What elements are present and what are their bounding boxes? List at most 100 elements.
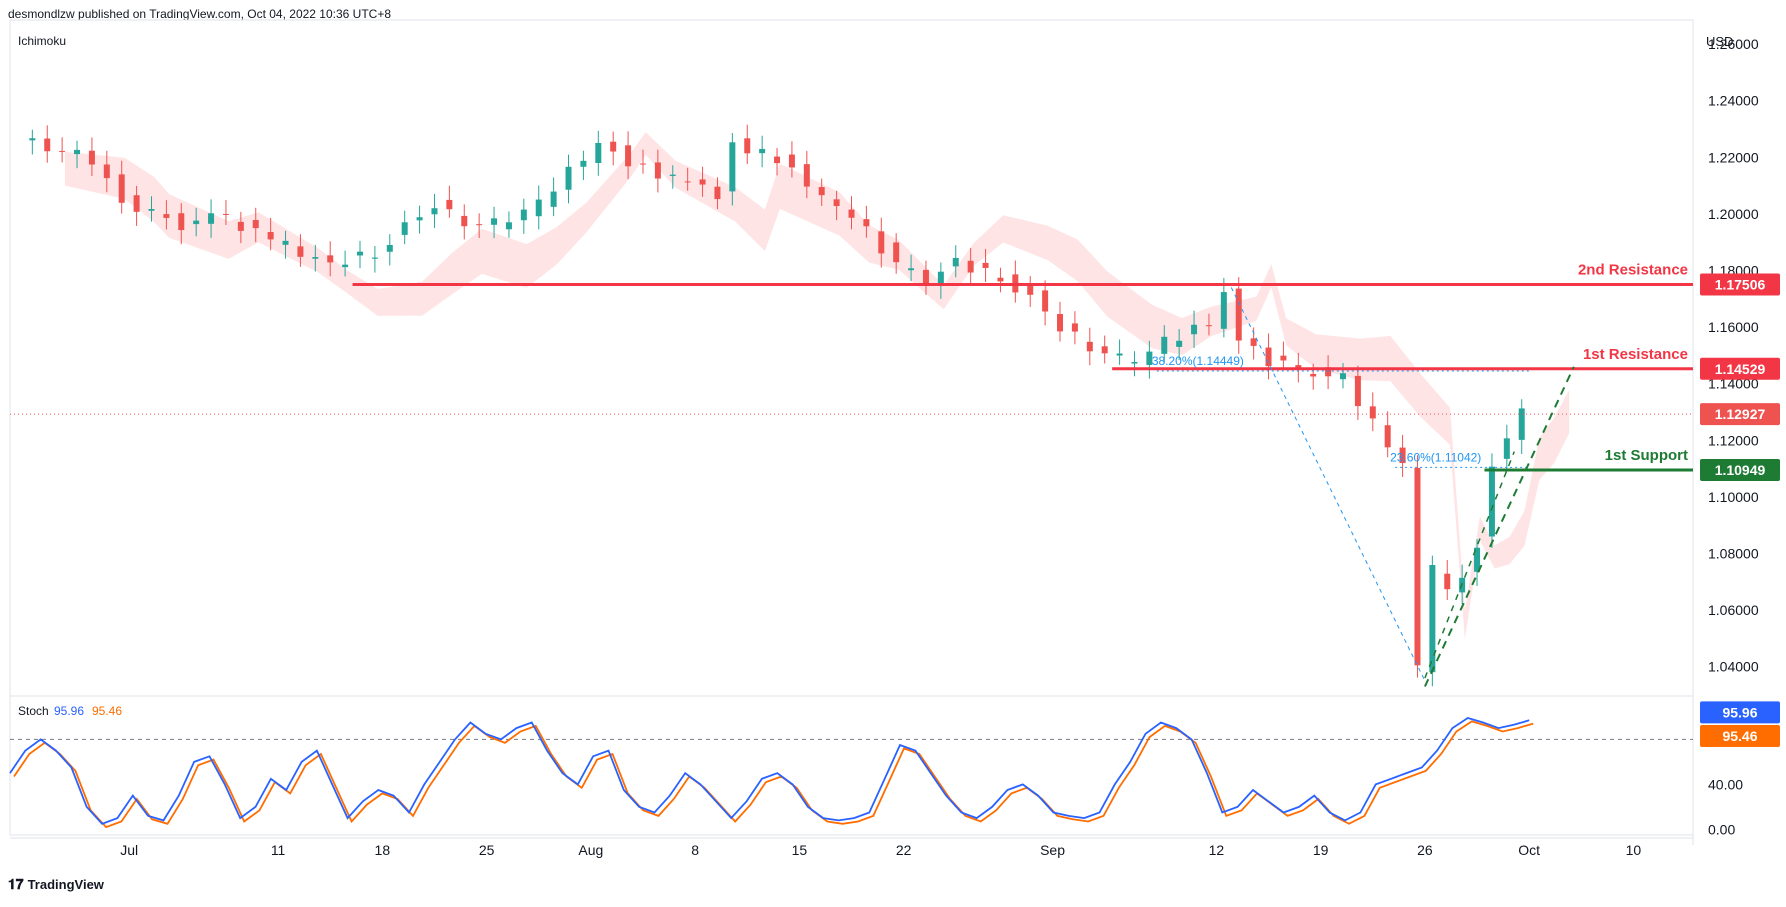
x-tick-label: 26: [1417, 842, 1433, 858]
stoch-y-tick: 0.00: [1708, 821, 1735, 837]
candle-body: [1027, 285, 1034, 295]
candle-body: [610, 141, 617, 152]
x-tick-label: Oct: [1518, 842, 1540, 858]
candle-body: [357, 251, 364, 256]
candle-body: [833, 199, 840, 207]
x-tick-label: 8: [691, 842, 699, 858]
candle-body: [1414, 467, 1421, 666]
stoch-d-tag: [1700, 724, 1780, 747]
candle-body: [118, 174, 125, 203]
candle-body: [1503, 438, 1510, 459]
candle-body: [774, 156, 781, 164]
candle-body: [535, 199, 542, 217]
indicator-label-ichimoku: Ichimoku: [18, 34, 66, 48]
x-tick-label: 12: [1209, 842, 1225, 858]
fib-swing-line: [1230, 287, 1426, 682]
candle-body: [520, 209, 527, 221]
candle-body: [669, 174, 676, 176]
y-tick-label: 1.20000: [1708, 206, 1759, 222]
candle-body: [982, 262, 989, 268]
candle-body: [1339, 373, 1346, 380]
candle-body: [44, 138, 51, 152]
candle-body: [29, 138, 36, 141]
y-tick-label: 1.22000: [1708, 149, 1759, 165]
candle-body: [699, 179, 706, 185]
x-tick-label: 25: [479, 842, 495, 858]
candle-body: [505, 222, 512, 230]
candle-body: [1176, 340, 1183, 347]
candle-body: [74, 149, 81, 155]
uptrend-line-inner: [1424, 451, 1515, 679]
resistance-price-tag: [1700, 357, 1780, 380]
tradingview-logo-icon: 𝟏𝟕: [8, 876, 24, 892]
candle-body: [1325, 367, 1332, 377]
x-tick-label: 18: [375, 842, 391, 858]
candle-body: [371, 257, 378, 259]
x-tick-label: 19: [1313, 842, 1329, 858]
support-label: 1st Support: [1605, 447, 1688, 464]
ichimoku-cloud: [64, 132, 1570, 640]
y-tick-label: 1.10000: [1708, 489, 1759, 505]
candle-body: [1131, 361, 1138, 364]
y-tick-label: 1.16000: [1708, 319, 1759, 335]
candle-body: [1235, 288, 1242, 341]
candle-body: [967, 260, 974, 273]
candle-body: [908, 268, 915, 271]
candle-body: [476, 224, 483, 226]
x-tick-label: Sep: [1040, 842, 1065, 858]
candle-body: [103, 164, 110, 179]
candle-body: [178, 213, 185, 231]
candle-body: [595, 142, 602, 163]
candle-body: [208, 213, 215, 224]
candle-body: [625, 145, 632, 167]
candle-body: [580, 160, 587, 167]
candle-body: [461, 215, 468, 227]
candle-body: [1310, 373, 1317, 377]
x-tick-label: 22: [896, 842, 912, 858]
candle-body: [654, 162, 661, 179]
stoch-k-value: 95.96: [1722, 704, 1757, 720]
support-price-value: 1.10949: [1715, 462, 1766, 478]
fib-level-label: 23.60%(1.11042): [1390, 450, 1481, 464]
candle-body: [342, 264, 349, 268]
candle-body: [431, 208, 438, 215]
candle-body: [1265, 347, 1272, 367]
candle-body: [878, 231, 885, 254]
candle-body: [193, 220, 200, 225]
candle-body: [714, 186, 721, 200]
candle-body: [937, 271, 944, 285]
candle-body: [1295, 365, 1302, 369]
last-price-value: 1.12927: [1715, 406, 1766, 422]
candle-body: [1474, 547, 1481, 572]
candle-body: [252, 220, 259, 229]
candle-body: [639, 163, 646, 165]
last-price-tag: [1700, 403, 1780, 426]
candle-body: [863, 219, 870, 227]
y-tick-label: 1.04000: [1708, 659, 1759, 675]
candle-body: [1369, 406, 1376, 419]
resistance-label: 2nd Resistance: [1578, 262, 1688, 279]
candle-body: [565, 166, 572, 190]
fib-level-label: 38.20%(1.14449): [1152, 354, 1244, 368]
candle-body: [1444, 573, 1451, 590]
stoch-d-legend: 95.46: [92, 704, 122, 718]
stoch-k-line: [9, 717, 1530, 825]
candle-body: [163, 214, 170, 218]
candle-body: [803, 164, 810, 187]
candle-body: [744, 138, 751, 154]
candle-body: [401, 222, 408, 235]
stoch-d-value: 95.46: [1722, 728, 1757, 744]
candle-body: [1354, 375, 1361, 407]
tradingview-brand: 𝟏𝟕 TradingView: [8, 876, 104, 893]
candle-body: [759, 148, 766, 154]
resistance-price-value: 1.17506: [1715, 277, 1766, 293]
candle-body: [386, 244, 393, 252]
resistance-price-tag: [1700, 273, 1780, 296]
candle-body: [1518, 408, 1525, 440]
candle-body: [1191, 324, 1198, 335]
candle-body: [222, 213, 229, 215]
candle-body: [1399, 447, 1406, 464]
publisher-caption: desmondlzw published on TradingView.com,…: [8, 7, 392, 21]
